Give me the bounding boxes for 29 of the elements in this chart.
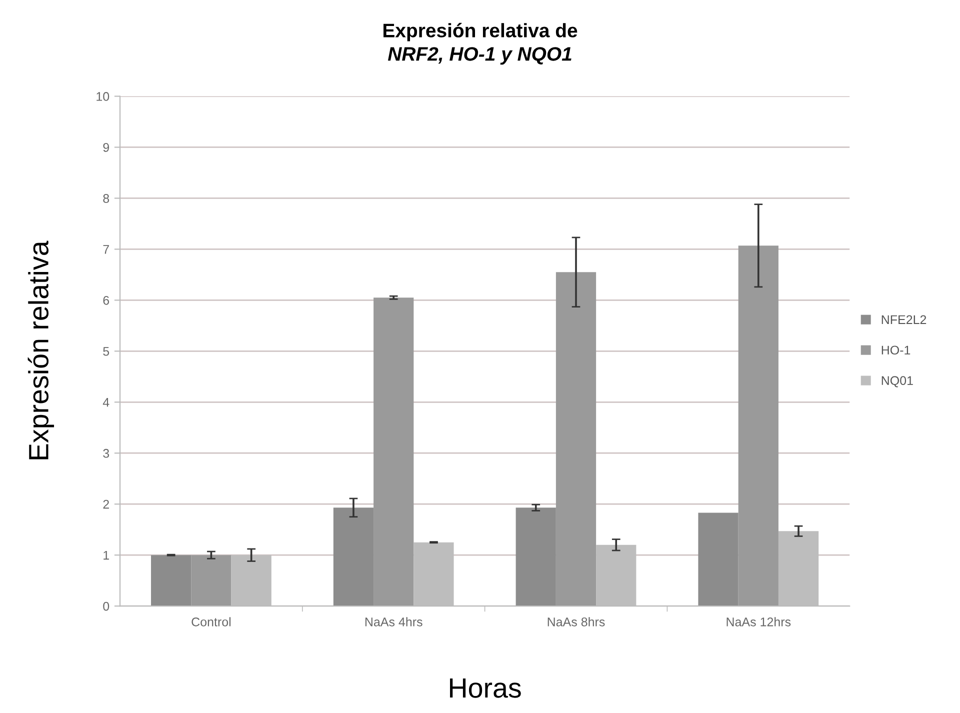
x-tick-label: Control — [192, 617, 231, 626]
bar — [556, 272, 596, 606]
bar — [516, 508, 556, 606]
legend-label: HO-1 — [882, 346, 910, 355]
x-tick-label: NaAs 8hrs — [548, 617, 605, 626]
y-tick-label: 6 — [103, 296, 110, 305]
x-axis-title: Horas — [450, 678, 521, 698]
legend-label: NFE2L2 — [882, 315, 926, 324]
x-tick-label: NaAs 4hrs — [365, 617, 422, 626]
bar — [698, 512, 738, 606]
bar — [333, 508, 374, 606]
y-tick-label: 0 — [103, 602, 110, 611]
y-tick-label: 10 — [96, 92, 110, 101]
bar — [191, 555, 232, 606]
y-axis-title: Expresión relativa — [28, 240, 54, 460]
y-tick-label: 7 — [103, 245, 109, 254]
y-tick-label: 9 — [103, 143, 109, 152]
bar — [738, 246, 778, 606]
bar — [151, 555, 192, 606]
y-tick-label: 2 — [103, 500, 109, 509]
x-tick-label: NaAs 12hrs — [726, 617, 791, 626]
y-tick-label: 1 — [104, 551, 109, 560]
legend-label: NQ01 — [882, 376, 913, 388]
y-tick-label: 3 — [103, 448, 110, 458]
y-tick-label: 4 — [102, 398, 110, 407]
y-tick-label: 5 — [103, 347, 110, 356]
y-tick-label: 8 — [103, 194, 110, 203]
chart-title: Expresión relativa de NRF2, HO-1 y NQO1 — [384, 22, 578, 65]
bar — [374, 298, 414, 606]
